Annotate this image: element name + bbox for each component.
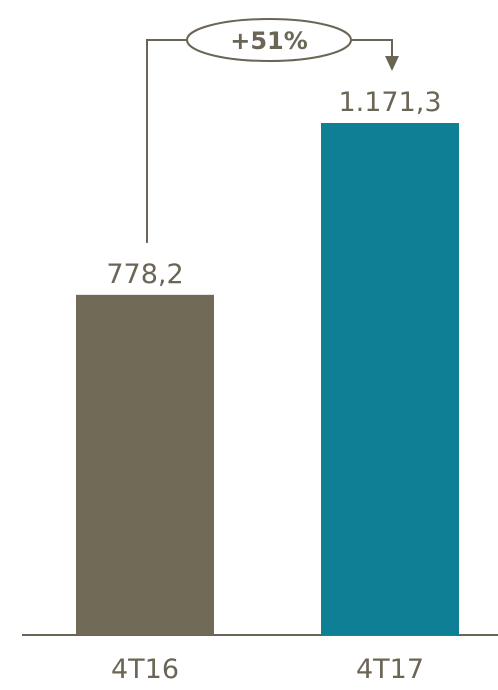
change-badge bbox=[186, 18, 352, 62]
value-label-4t17: 1.171,3 bbox=[338, 87, 441, 118]
arrow-down-icon bbox=[385, 56, 399, 71]
value-label-4t16: 778,2 bbox=[106, 259, 183, 290]
category-label-4t16: 4T16 bbox=[111, 654, 179, 685]
bar-4t16 bbox=[76, 294, 214, 635]
change-label: +51% bbox=[230, 27, 308, 55]
bar-4t17 bbox=[321, 123, 459, 635]
category-label-4t17: 4T17 bbox=[356, 654, 424, 685]
